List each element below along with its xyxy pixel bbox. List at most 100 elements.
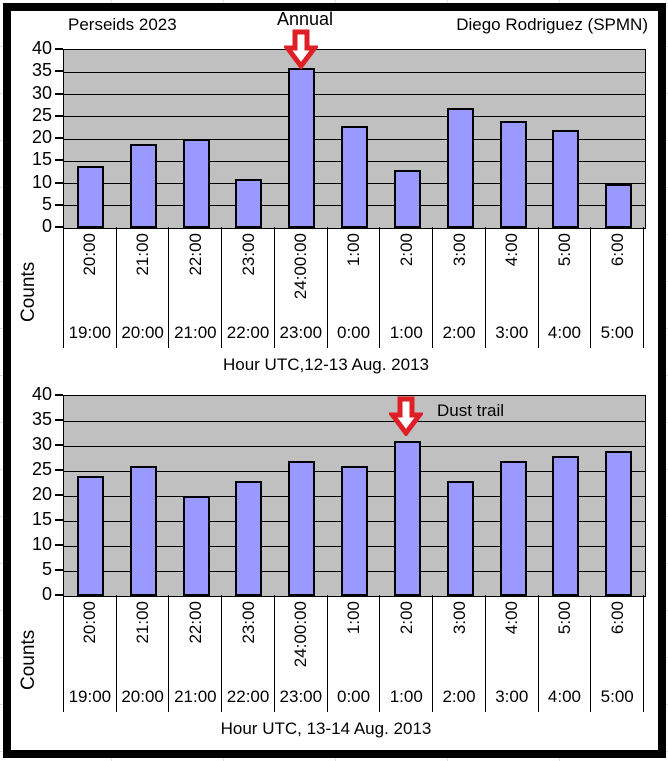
bar bbox=[129, 466, 157, 596]
x-tick-label-hour: 24:00:00 bbox=[291, 601, 311, 668]
bar bbox=[235, 481, 263, 596]
x-tick-label-hour-prev: 4:00 bbox=[547, 687, 582, 706]
x-category-cell: 1:00 0:00 bbox=[328, 227, 381, 348]
x-category-cell: 6:00 5:00 bbox=[591, 595, 645, 712]
y-tick-label: 5 bbox=[41, 193, 52, 214]
y-tick bbox=[55, 203, 63, 206]
x-category-cell: 2:00 1:00 bbox=[380, 227, 434, 348]
bar bbox=[605, 183, 633, 228]
x-category-cell: 21:00 20:00 bbox=[117, 595, 170, 712]
x-tick-label-hour-prev: 1:00 bbox=[389, 687, 423, 706]
x-tick-label-hour-prev: 3:00 bbox=[495, 323, 529, 342]
y-tick bbox=[55, 394, 63, 396]
bar bbox=[499, 461, 527, 596]
y-tick bbox=[55, 594, 63, 596]
x-tick-label-hour-prev: 21:00 bbox=[174, 323, 217, 342]
y-tick bbox=[55, 92, 63, 95]
y-tick-label: 25 bbox=[31, 104, 52, 125]
bar bbox=[182, 496, 210, 596]
annotation-dust-trail-label: Dust trail bbox=[437, 401, 505, 420]
x-category-cell: 21:00 20:00 bbox=[117, 227, 170, 348]
x-tick-label-hour: 22:00 bbox=[185, 601, 205, 644]
y-axis-title: Counts bbox=[18, 629, 39, 691]
red-down-arrow-icon bbox=[389, 396, 423, 436]
author-credit: Diego Rodriguez (SPMN) bbox=[456, 15, 648, 34]
bar bbox=[235, 179, 263, 228]
x-tick-label-hour: 23:00 bbox=[238, 601, 258, 644]
bar bbox=[446, 481, 474, 596]
x-tick-label-hour: 1:00 bbox=[344, 601, 364, 635]
y-tick bbox=[55, 444, 63, 446]
gridline bbox=[64, 94, 645, 95]
x-tick-label-hour: 4:00 bbox=[502, 601, 522, 635]
bar bbox=[552, 130, 580, 228]
y-tick bbox=[55, 114, 63, 117]
x-tick-label-hour-prev: 4:00 bbox=[547, 323, 582, 342]
y-tick-label: 40 bbox=[31, 38, 52, 58]
x-tick-label-hour-prev: 23:00 bbox=[279, 687, 323, 706]
x-category-cell: 4:00 3:00 bbox=[486, 595, 539, 712]
x-category-cell: 3:00 2:00 bbox=[433, 595, 486, 712]
y-tick-label: 40 bbox=[31, 384, 52, 404]
x-tick-label-hour: 2:00 bbox=[396, 601, 416, 635]
y-tick-label: 30 bbox=[31, 434, 52, 454]
y-tick-label: 20 bbox=[31, 484, 52, 504]
x-category-cell: 23:00 22:00 bbox=[222, 227, 275, 348]
bar bbox=[341, 466, 368, 596]
plot-area bbox=[63, 395, 646, 597]
x-tick-label-hour: 20:00 bbox=[80, 601, 100, 644]
x-tick-label-hour-prev: 22:00 bbox=[226, 323, 270, 342]
y-axis-title: Counts bbox=[18, 261, 39, 323]
y-tick-label: 15 bbox=[31, 149, 52, 170]
y-tick-label: 15 bbox=[31, 509, 52, 529]
bar bbox=[393, 441, 421, 596]
x-category-cell: 24:00:00 23:00 bbox=[275, 227, 328, 348]
x-category-cell: 22:00 21:00 bbox=[169, 227, 223, 348]
y-tick bbox=[55, 70, 63, 73]
x-category-cell: 2:00 1:00 bbox=[380, 595, 434, 712]
x-tick-label-hour-prev: 5:00 bbox=[600, 323, 634, 342]
y-tick bbox=[55, 569, 63, 571]
y-tick bbox=[55, 137, 63, 139]
x-tick-label-hour-prev: 20:00 bbox=[121, 687, 164, 706]
y-tick-label: 35 bbox=[31, 409, 52, 429]
y-tick-label: 25 bbox=[31, 459, 52, 479]
x-tick-label-hour: 5:00 bbox=[554, 601, 574, 635]
x-category-cell: 3:00 2:00 bbox=[433, 227, 486, 348]
y-tick-label: 0 bbox=[41, 584, 52, 604]
y-tick bbox=[55, 469, 63, 471]
bar bbox=[446, 107, 474, 228]
bar bbox=[76, 476, 104, 596]
y-tick-label: 35 bbox=[31, 60, 52, 81]
y-tick-label: 20 bbox=[31, 127, 52, 147]
x-category-cell: 6:00 5:00 bbox=[591, 227, 645, 348]
x-axis-title: Hour UTC, 13-14 Aug. 2013 bbox=[220, 719, 432, 738]
x-tick-label-hour-prev: 1:00 bbox=[389, 323, 423, 342]
y-tick bbox=[55, 519, 63, 521]
bar bbox=[341, 125, 368, 228]
x-category-cell: 23:00 22:00 bbox=[222, 595, 275, 712]
x-category-cell: 5:00 4:00 bbox=[539, 595, 592, 712]
y-tick-label: 30 bbox=[31, 82, 52, 103]
y-tick-label: 5 bbox=[41, 559, 52, 579]
x-category-cell: 20:00 19:00 bbox=[63, 227, 117, 348]
gridline bbox=[64, 445, 645, 447]
x-tick-label-hour-prev: 5:00 bbox=[600, 687, 634, 706]
bar bbox=[76, 165, 104, 228]
bar bbox=[499, 121, 527, 228]
x-tick-label-hour-prev: 2:00 bbox=[442, 687, 476, 706]
annotation-annual-label: Annual bbox=[276, 9, 334, 29]
y-tick-label: 10 bbox=[31, 534, 52, 554]
y-tick-label: 0 bbox=[41, 216, 52, 236]
x-tick-label-hour: 21:00 bbox=[133, 601, 153, 644]
bar bbox=[182, 139, 210, 228]
y-tick bbox=[55, 419, 63, 421]
x-tick-label-hour-prev: 3:00 bbox=[495, 687, 529, 706]
x-tick-label-hour-prev: 19:00 bbox=[68, 687, 112, 706]
y-tick bbox=[55, 494, 63, 496]
x-category-cell: 20:00 19:00 bbox=[63, 595, 117, 712]
gridline bbox=[64, 420, 645, 422]
x-category-cell: 24:00:00 23:00 bbox=[275, 595, 328, 712]
